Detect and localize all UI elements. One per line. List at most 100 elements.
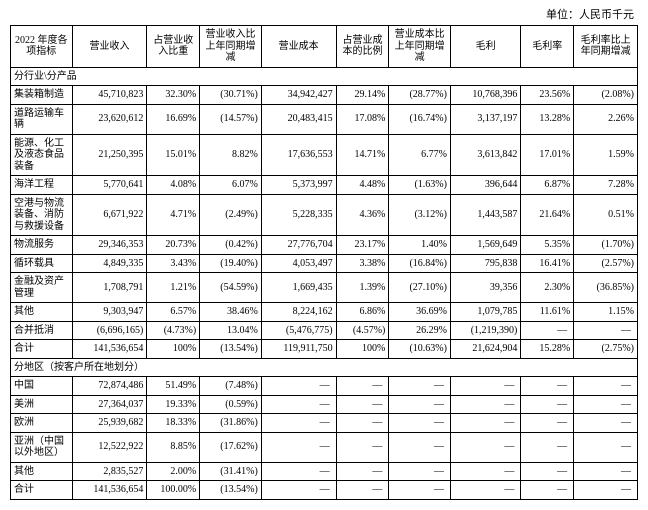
cell-rev-pct: 2.00% [147, 462, 200, 481]
col-rev-chg: 营业收入比上年同期增减 [200, 26, 262, 68]
cell-gpm-chg: 7.28% [574, 176, 638, 195]
cell-cost-chg: (28.77%) [389, 86, 451, 105]
cell-cost-chg: — [389, 414, 451, 433]
cell-cost-pct: 3.38% [336, 254, 389, 273]
cell-rev-pct: 100.00% [147, 481, 200, 500]
section-header: 分行业\分产品 [11, 67, 638, 86]
section-header: 分地区（按客户所在地划分） [11, 358, 638, 377]
cell-gpm-chg: — [574, 481, 638, 500]
cell-cost: 5,228,335 [261, 194, 336, 236]
col-gpm: 毛利率 [521, 26, 574, 68]
cell-revenue: 27,364,037 [72, 395, 147, 414]
cell-gpm: 2.30% [521, 273, 574, 303]
cell-cost-pct: 17.08% [336, 104, 389, 134]
cell-gpm-chg: 0.51% [574, 194, 638, 236]
table-row: 美洲27,364,03719.33%(0.59%)—————— [11, 395, 638, 414]
cell-label: 集装箱制造 [11, 86, 73, 105]
cell-cost-chg: 6.77% [389, 134, 451, 176]
cell-cost: — [261, 432, 336, 462]
cell-gpm-chg: (1.70%) [574, 236, 638, 255]
cell-label: 空港与物流装备、消防与救援设备 [11, 194, 73, 236]
cell-rev-chg: (30.71%) [200, 86, 262, 105]
cell-label: 海洋工程 [11, 176, 73, 195]
cell-gpm: — [521, 414, 574, 433]
col-revenue: 营业收入 [72, 26, 147, 68]
cell-gp: — [450, 395, 520, 414]
cell-cost-pct: — [336, 414, 389, 433]
cell-gp: 3,137,197 [450, 104, 520, 134]
cell-gpm-chg: (2.57%) [574, 254, 638, 273]
cell-revenue: (6,696,165) [72, 321, 147, 340]
table-row: 能源、化工及液态食品装备21,250,39515.01%8.82%17,636,… [11, 134, 638, 176]
cell-gpm-chg: (2.08%) [574, 86, 638, 105]
table-row: 合计141,536,654100.00%(13.54%)—————— [11, 481, 638, 500]
cell-revenue: 4,849,335 [72, 254, 147, 273]
cell-gpm: 13.28% [521, 104, 574, 134]
cell-revenue: 9,303,947 [72, 303, 147, 322]
cell-cost-pct: 1.39% [336, 273, 389, 303]
section-title: 分行业\分产品 [11, 67, 638, 86]
cell-gpm: 16.41% [521, 254, 574, 273]
cell-cost-chg: (27.10%) [389, 273, 451, 303]
table-row: 物流服务29,346,35320.73%(0.42%)27,776,70423.… [11, 236, 638, 255]
cell-revenue: 45,710,823 [72, 86, 147, 105]
cell-cost-pct: 6.86% [336, 303, 389, 322]
cell-gpm: 15.28% [521, 340, 574, 359]
cell-cost-pct: — [336, 432, 389, 462]
table-header-row: 2022 年度各项指标 营业收入 占营业收入比重 营业收入比上年同期增减 营业成… [11, 26, 638, 68]
cell-gpm-chg: — [574, 395, 638, 414]
cell-rev-pct: 51.49% [147, 377, 200, 396]
cell-gp: 3,613,842 [450, 134, 520, 176]
cell-cost: — [261, 414, 336, 433]
cell-cost-chg: (1.63%) [389, 176, 451, 195]
cell-cost-chg: — [389, 481, 451, 500]
cell-label: 合计 [11, 481, 73, 500]
cell-gpm-chg: 1.59% [574, 134, 638, 176]
cell-revenue: 72,874,486 [72, 377, 147, 396]
cell-gpm: 11.61% [521, 303, 574, 322]
cell-rev-pct: 16.69% [147, 104, 200, 134]
cell-rev-chg: (0.42%) [200, 236, 262, 255]
table-row: 循环载具4,849,3353.43%(19.40%)4,053,4973.38%… [11, 254, 638, 273]
cell-rev-pct: 1.21% [147, 273, 200, 303]
cell-label: 循环载具 [11, 254, 73, 273]
col-gpm-chg: 毛利率比上年同期增减 [574, 26, 638, 68]
cell-cost: — [261, 395, 336, 414]
section-title: 分地区（按客户所在地划分） [11, 358, 638, 377]
cell-revenue: 1,708,791 [72, 273, 147, 303]
cell-cost-pct: 100% [336, 340, 389, 359]
col-cost-pct: 占营业成本的比例 [336, 26, 389, 68]
cell-revenue: 23,620,612 [72, 104, 147, 134]
cell-label: 美洲 [11, 395, 73, 414]
cell-rev-chg: (54.59%) [200, 273, 262, 303]
cell-rev-chg: 6.07% [200, 176, 262, 195]
table-row: 合计141,536,654100%(13.54%)119,911,750100%… [11, 340, 638, 359]
cell-cost-chg: (10.63%) [389, 340, 451, 359]
cell-gp: — [450, 414, 520, 433]
cell-cost-chg: (3.12%) [389, 194, 451, 236]
cell-gpm-chg: 2.26% [574, 104, 638, 134]
cell-gp: — [450, 377, 520, 396]
cell-gp: 39,356 [450, 273, 520, 303]
cell-rev-pct: 15.01% [147, 134, 200, 176]
cell-cost-pct: — [336, 481, 389, 500]
cell-gpm: 21.64% [521, 194, 574, 236]
cell-cost-pct: — [336, 462, 389, 481]
cell-revenue: 2,835,527 [72, 462, 147, 481]
cell-cost-pct: 14.71% [336, 134, 389, 176]
cell-rev-chg: 13.04% [200, 321, 262, 340]
cell-revenue: 12,522,922 [72, 432, 147, 462]
cell-gp: — [450, 432, 520, 462]
cell-gpm: — [521, 432, 574, 462]
cell-gp: — [450, 462, 520, 481]
cell-gpm-chg: (2.75%) [574, 340, 638, 359]
cell-cost: — [261, 462, 336, 481]
unit-label: 单位：人民币千元 [10, 6, 638, 25]
cell-gpm: — [521, 395, 574, 414]
cell-revenue: 5,770,641 [72, 176, 147, 195]
cell-cost-pct: (4.57%) [336, 321, 389, 340]
cell-revenue: 25,939,682 [72, 414, 147, 433]
cell-gpm: — [521, 481, 574, 500]
table-row: 海洋工程5,770,6414.08%6.07%5,373,9974.48%(1.… [11, 176, 638, 195]
cell-rev-pct: 6.57% [147, 303, 200, 322]
